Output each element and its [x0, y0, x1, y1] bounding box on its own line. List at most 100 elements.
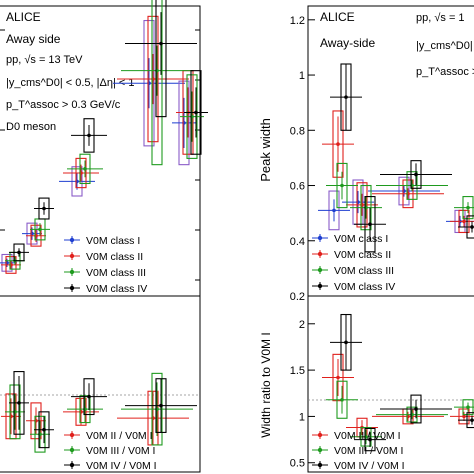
y-tick-label: 0.5: [290, 458, 305, 470]
right-bottom-y-axis: 0.5 1 1.5 2: [290, 319, 315, 470]
legends: V0M class I V0M class II V0M class III V0M …: [64, 233, 405, 472]
left-top-point-class1-2: [59, 166, 95, 197]
right-bottom-point-class4-1: [354, 427, 386, 452]
left-bottom-point-class3-1: [30, 415, 50, 453]
legend-marker: [317, 267, 323, 273]
data-marker: [42, 427, 46, 432]
data-marker: [414, 172, 418, 177]
y-tick-label: 0.4: [290, 236, 305, 248]
legend-label: V0M class I: [334, 233, 388, 245]
right-top-point-class3-3: [454, 196, 474, 220]
left-bottom-point-class3-3: [121, 372, 193, 446]
left-bottom-point-class3-0: [5, 384, 25, 440]
left-top-point-class4-4: [184, 70, 208, 155]
right-top-point-class1-2: [368, 176, 440, 206]
legend-marker: [69, 285, 75, 291]
data-marker: [42, 206, 46, 211]
legend-marker: [317, 235, 323, 241]
legend-entry-left-top-3: V0M class IV: [64, 283, 147, 295]
data-marker: [38, 227, 42, 232]
legend-label: V0M class II: [334, 249, 391, 261]
right-bottom-plot-area: [322, 313, 474, 452]
data-marker: [462, 219, 466, 224]
legend-entry-right-top-0: V0M class I: [312, 233, 388, 245]
left-top-point-class3-2: [67, 153, 103, 185]
data-marker: [340, 397, 344, 402]
right-bottom-point-class2-0: [322, 353, 354, 402]
data-marker: [368, 437, 372, 442]
right-assoc-cut: p_T^assoc > 0: [416, 66, 474, 78]
legend-label: V0M IV / V0M I: [86, 460, 157, 472]
right-top-point-class4-3: [458, 215, 474, 239]
right-top-point-class3-2: [376, 171, 448, 200]
legend-marker: [317, 251, 323, 257]
left-top-point-class3-3: [121, 0, 193, 166]
legend-label: V0M class I: [86, 235, 140, 247]
legend-label: V0M class II: [86, 251, 143, 263]
right-side-label: Away-side: [320, 36, 375, 50]
legend-entry-left-top-1: V0M class II: [64, 251, 143, 263]
left-energy-label: pp, √s = 13 TeV: [6, 54, 83, 66]
left-top-point-class4-1: [34, 197, 54, 220]
data-marker: [466, 205, 470, 210]
left-top-point-class4-2: [71, 118, 107, 153]
left-meson-label: D0 meson: [6, 121, 56, 133]
legend-label: V0M IV / V0M I: [334, 460, 405, 472]
legend-entry-right-top-3: V0M class IV: [312, 281, 395, 293]
legend-entry-left-top-0: V0M class I: [64, 235, 140, 247]
left-top-point-class2-1: [26, 224, 46, 247]
data-marker: [87, 133, 91, 138]
right-bottom-point-class2-3: [450, 408, 474, 425]
legend-label: V0M II / V0M I: [334, 430, 401, 442]
left-bottom-point-class3-2: [67, 395, 103, 424]
legend-marker: [317, 283, 323, 289]
data-marker: [332, 208, 336, 213]
left-bottom-point-class4-1: [34, 411, 54, 449]
right-bottom-frame: [307, 295, 474, 473]
left-top-plot-area: [0, 0, 208, 274]
left-bottom-plot-area: [1, 371, 197, 453]
data-marker: [159, 41, 163, 46]
right-top-point-class2-3: [450, 209, 474, 234]
legend-entry-right-top-1: V0M class II: [312, 249, 391, 261]
data-marker: [466, 405, 470, 409]
legend-entry-right-bottom-0: V0M II / V0M I: [312, 430, 401, 442]
left-side-label: Away side: [6, 32, 61, 46]
right-top-point-class4-0: [330, 63, 362, 131]
left-bottom-point-class4-2: [71, 378, 107, 416]
right-top-y-axis: 0.2 0.4 0.6 0.8 1 1.2: [290, 15, 315, 303]
data-marker: [17, 250, 21, 255]
data-marker: [344, 340, 348, 345]
right-top-plot-area: [318, 63, 474, 253]
left-top-point-class1-1: [22, 222, 42, 245]
legend-marker: [317, 447, 323, 453]
legend-marker: [69, 269, 75, 275]
left-exp-label: ALICE: [6, 10, 41, 24]
y-tick-label: 1: [299, 70, 305, 82]
y-tick-label: 2: [299, 319, 305, 331]
y-tick-label: 0.6: [290, 181, 305, 193]
left-top-point-class4-3: [125, 0, 197, 118]
y-tick-label: 0.2: [290, 291, 305, 303]
left-bottom-point-class4-0: [9, 371, 29, 435]
legend-entry-left-bottom-2: V0M IV / V0M I: [64, 460, 157, 472]
right-bottom-point-class4-2: [380, 394, 452, 424]
right-top-point-class2-0: [322, 110, 354, 178]
legend-label: V0M class IV: [334, 281, 395, 293]
left-rapidity-cut: |y_cms^D0| < 0.5, |Δη| < 1: [6, 77, 135, 89]
data-marker: [344, 95, 348, 99]
legend-entry-left-top-2: V0M class III: [64, 267, 146, 279]
left-bottom-point-class4-3: [125, 378, 197, 433]
right-top-point-class4-1: [354, 196, 386, 253]
legend-entry-right-bottom-2: V0M IV / V0M I: [312, 460, 405, 472]
legend-entry-left-bottom-0: V0M II / V0M I: [64, 430, 153, 442]
right-bottom-point-class4-3: [458, 412, 474, 429]
right-energy-label: pp, √s = 1: [416, 12, 465, 24]
y-tick-label: 1.2: [290, 15, 305, 27]
data-marker: [368, 222, 372, 226]
left-top-point-class2-3: [117, 15, 189, 143]
right-rapidity-cut: |y_cms^D0| < 0.: [416, 40, 474, 52]
data-marker: [83, 167, 87, 171]
data-marker: [17, 401, 21, 405]
